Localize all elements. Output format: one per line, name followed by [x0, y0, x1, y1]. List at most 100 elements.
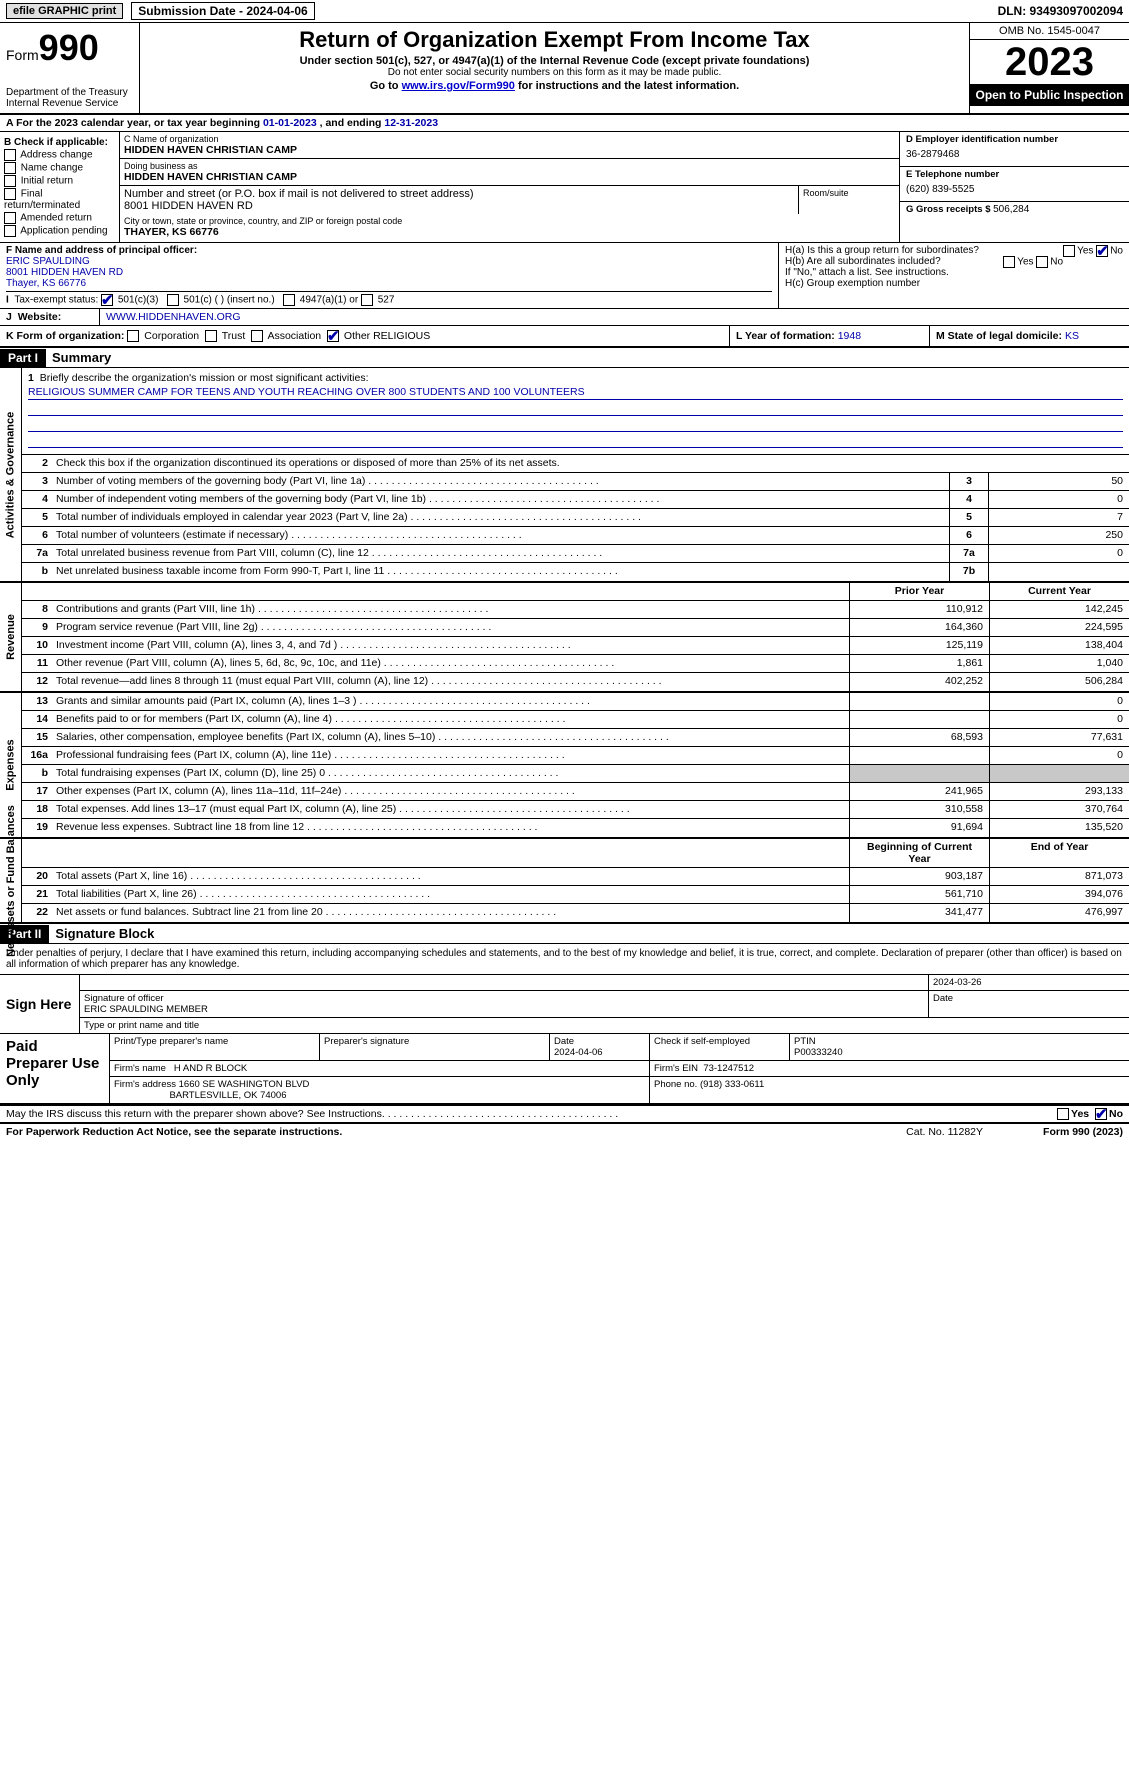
fin-row: 14Benefits paid to or for members (Part … — [22, 711, 1129, 729]
omb-number: OMB No. 1545-0047 — [970, 23, 1129, 40]
mission-label: Briefly describe the organization's miss… — [40, 372, 369, 384]
checkbox-final[interactable] — [4, 188, 16, 200]
opt-501c3: 501(c)(3) — [118, 295, 159, 306]
checkbox-address[interactable] — [4, 149, 16, 161]
dept-treasury: Department of the Treasury — [6, 87, 133, 98]
discuss-row: May the IRS discuss this return with the… — [0, 1106, 1129, 1124]
fin-row: 8Contributions and grants (Part VIII, li… — [22, 601, 1129, 619]
opt-corp: Corporation — [144, 330, 199, 342]
sign-date: 2024-03-26 — [929, 975, 1129, 990]
part1-title: Summary — [46, 348, 117, 367]
no-label: No — [1110, 246, 1123, 257]
type-name-label: Type or print name and title — [80, 1018, 1129, 1033]
prep-name-label: Print/Type preparer's name — [110, 1034, 320, 1060]
checkbox-app[interactable] — [4, 225, 16, 237]
checkbox-hb-yes[interactable] — [1003, 256, 1015, 268]
checkbox-other[interactable] — [327, 330, 339, 342]
checkbox-initial[interactable] — [4, 175, 16, 187]
website-label: Website: — [18, 311, 62, 323]
street-value: 8001 HIDDEN HAVEN RD — [124, 200, 794, 212]
yes-label-2: Yes — [1017, 257, 1033, 268]
c-name-label: C Name of organization — [124, 134, 895, 144]
fin-row: 13Grants and similar amounts paid (Part … — [22, 693, 1129, 711]
m-label: M State of legal domicile: — [936, 330, 1065, 342]
checkbox-ha-yes[interactable] — [1063, 245, 1075, 257]
part2-title: Signature Block — [49, 924, 160, 943]
firm-name-label: Firm's name — [114, 1063, 166, 1074]
side-exp: Expenses — [5, 740, 17, 791]
gross-value: 506,284 — [993, 204, 1029, 215]
form-title: Return of Organization Exempt From Incom… — [146, 27, 963, 53]
checkbox-corp[interactable] — [127, 330, 139, 342]
label-app: Application pending — [20, 226, 107, 237]
firm-name: H AND R BLOCK — [174, 1063, 247, 1074]
irs-label: Internal Revenue Service — [6, 98, 133, 109]
hc-label: H(c) Group exemption number — [785, 278, 1123, 289]
form-footer: For Paperwork Reduction Act Notice, see … — [0, 1124, 1129, 1140]
ein-label: D Employer identification number — [906, 134, 1123, 145]
mission-text: RELIGIOUS SUMMER CAMP FOR TEENS AND YOUT… — [28, 386, 1123, 400]
phone-value: (620) 839-5525 — [906, 180, 1123, 199]
m-value: KS — [1065, 330, 1079, 342]
governance-section: Activities & Governance 1 Briefly descri… — [0, 368, 1129, 583]
irs-link[interactable]: www.irs.gov/Form990 — [402, 80, 515, 92]
date-label: Date — [929, 991, 1129, 1017]
efile-button[interactable]: efile GRAPHIC print — [6, 3, 123, 19]
firm-addr2: BARTLESVILLE, OK 74006 — [169, 1090, 286, 1101]
checkbox-trust[interactable] — [205, 330, 217, 342]
revenue-section: Revenue Prior YearCurrent Year 8Contribu… — [0, 583, 1129, 693]
current-year-hdr: Current Year — [989, 583, 1129, 600]
firm-phone: (918) 333-0611 — [700, 1079, 764, 1090]
gov-row: 7aTotal unrelated business revenue from … — [22, 545, 1129, 563]
expenses-section: Expenses 13Grants and similar amounts pa… — [0, 693, 1129, 839]
label-amended: Amended return — [20, 213, 92, 224]
gov-row: bNet unrelated business taxable income f… — [22, 563, 1129, 581]
dba-name: HIDDEN HAVEN CHRISTIAN CAMP — [124, 171, 895, 183]
no-label-2: No — [1050, 257, 1063, 268]
gov-row: 3Number of voting members of the governi… — [22, 473, 1129, 491]
hb-label: H(b) Are all subordinates included? — [785, 256, 941, 267]
checkbox-hb-no[interactable] — [1036, 256, 1048, 268]
checkbox-ha-no[interactable] — [1096, 245, 1108, 257]
checkbox-discuss-no[interactable] — [1095, 1108, 1107, 1120]
opt-501c: 501(c) ( ) (insert no.) — [184, 295, 275, 306]
bocy-hdr: Beginning of Current Year — [849, 839, 989, 867]
form-header: Form990 Department of the Treasury Inter… — [0, 23, 1129, 115]
checkbox-501c[interactable] — [167, 294, 179, 306]
line-a: A For the 2023 calendar year, or tax yea… — [0, 115, 1129, 132]
officer-label: F Name and address of principal officer: — [6, 245, 772, 256]
tax-year: 2023 — [970, 40, 1129, 84]
open-public: Open to Public Inspection — [970, 84, 1129, 106]
section-klm: K Form of organization: Corporation Trus… — [0, 326, 1129, 348]
b-header: B Check if applicable: — [4, 137, 115, 148]
submission-date: Submission Date - 2024-04-06 — [131, 2, 314, 20]
checkbox-501c3[interactable] — [101, 294, 113, 306]
dba-label: Doing business as — [124, 161, 895, 171]
checkbox-name[interactable] — [4, 162, 16, 174]
checkbox-527[interactable] — [361, 294, 373, 306]
part1-label: Part I — [0, 349, 46, 367]
fin-row: 9Program service revenue (Part VIII, lin… — [22, 619, 1129, 637]
opt-other: Other RELIGIOUS — [344, 330, 430, 342]
pra-notice: For Paperwork Reduction Act Notice, see … — [6, 1126, 342, 1138]
section-c: C Name of organizationHIDDEN HAVEN CHRIS… — [120, 132, 899, 242]
side-gov: Activities & Governance — [5, 411, 17, 538]
org-name: HIDDEN HAVEN CHRISTIAN CAMP — [124, 144, 895, 156]
tax-status-label: Tax-exempt status: — [14, 295, 98, 306]
gross-label: G Gross receipts $ — [906, 204, 993, 215]
sign-here-label: Sign Here — [0, 975, 80, 1033]
checkbox-assoc[interactable] — [251, 330, 263, 342]
city-label: City or town, state or province, country… — [124, 216, 895, 226]
checkbox-4947[interactable] — [283, 294, 295, 306]
firm-addr1: 1660 SE WASHINGTON BLVD — [179, 1079, 310, 1090]
prep-date-label: Date — [554, 1036, 574, 1047]
officer-street: 8001 HIDDEN HAVEN RD — [6, 267, 772, 278]
perjury-statement: Under penalties of perjury, I declare th… — [0, 944, 1129, 975]
checkbox-amended[interactable] — [4, 212, 16, 224]
part2-header: Part II Signature Block — [0, 924, 1129, 944]
l-value: 1948 — [838, 330, 861, 342]
website-value: WWW.HIDDENHAVEN.ORG — [100, 309, 1129, 325]
opt-trust: Trust — [222, 330, 246, 342]
fin-row: 12Total revenue—add lines 8 through 11 (… — [22, 673, 1129, 691]
checkbox-discuss-yes[interactable] — [1057, 1108, 1069, 1120]
